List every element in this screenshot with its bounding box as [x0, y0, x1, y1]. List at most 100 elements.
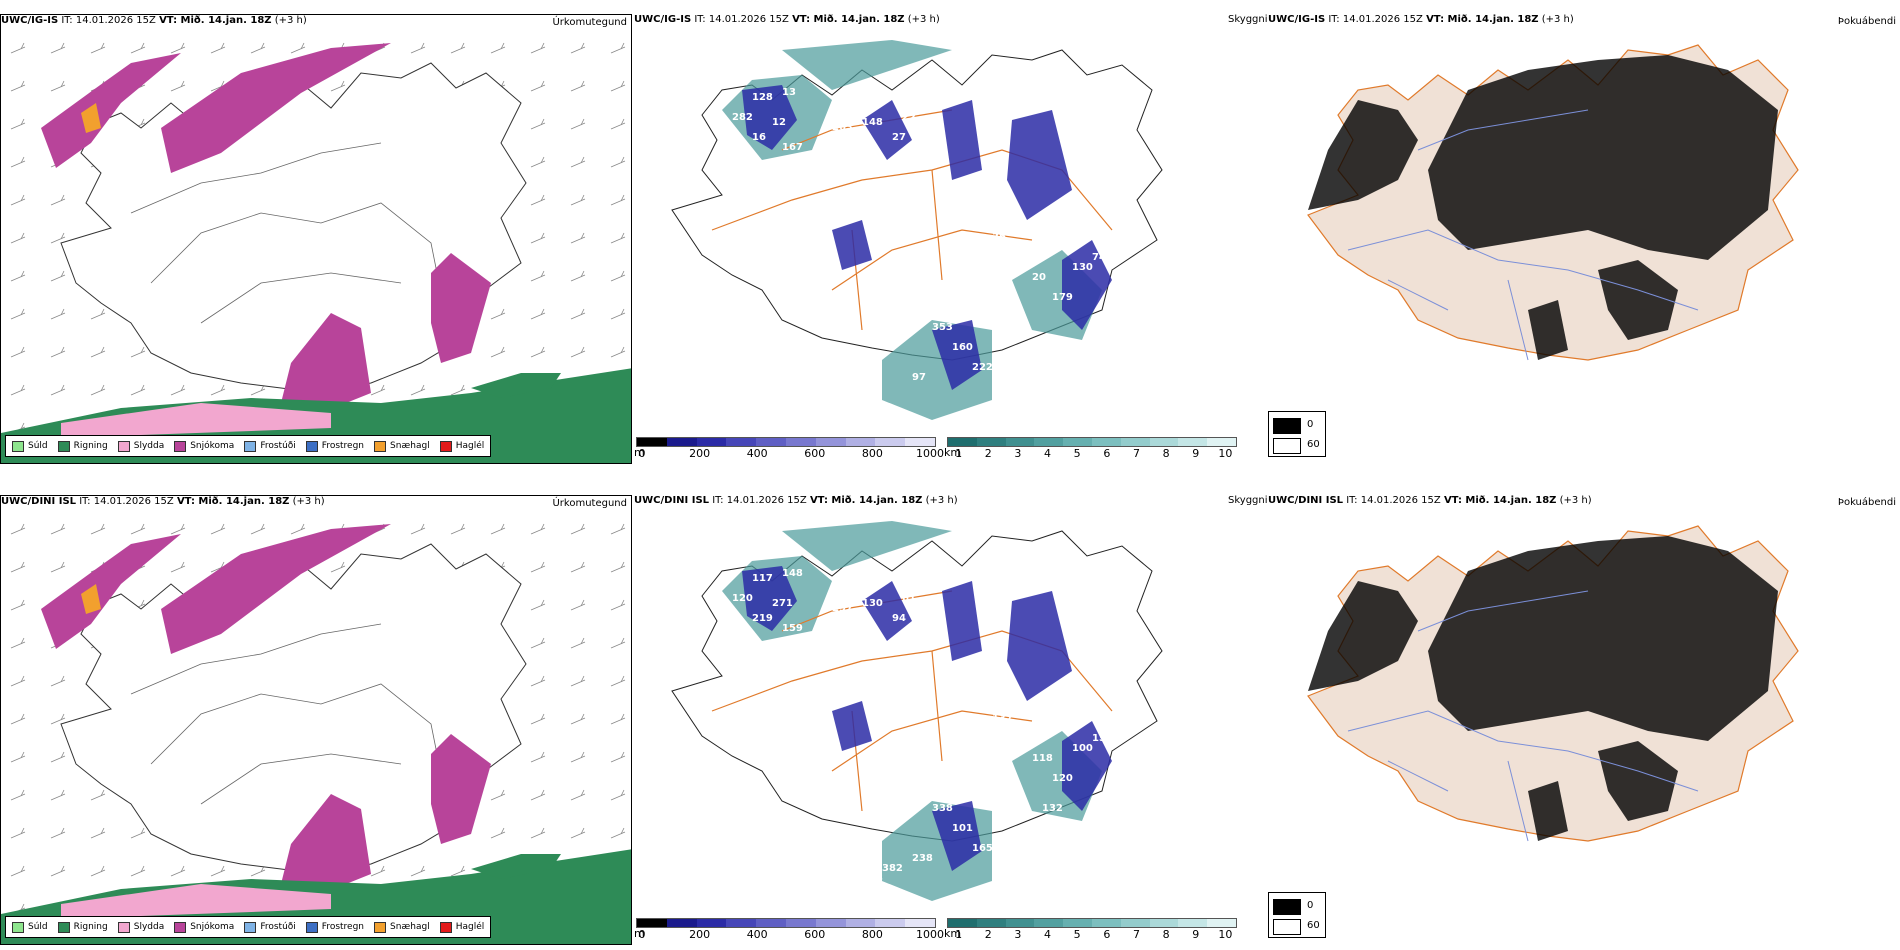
visibility-tick: 10 — [1218, 928, 1233, 941]
cloud-base-label: 222 — [972, 362, 993, 373]
wind-barb — [530, 637, 546, 649]
wind-barb — [570, 118, 586, 130]
visibility-tick: 8 — [1162, 928, 1170, 941]
cloud-base-label: 100 — [1072, 743, 1093, 754]
cloud-base-label: 353 — [932, 322, 953, 333]
cloud-base-label: 134 — [942, 673, 963, 684]
wind-barb — [10, 637, 26, 649]
cloud-base-label: 12 — [772, 117, 786, 128]
wind-barb — [50, 561, 66, 573]
cloud-base-areas — [742, 566, 1112, 871]
road-lines — [711, 590, 1113, 812]
cloud-base-tick: 200 — [689, 447, 711, 460]
issue-time: IT: 14.01.2026 15Z — [1346, 495, 1441, 506]
wind-barb — [290, 523, 306, 535]
wind-barb — [10, 384, 26, 396]
cloud-base-tick: 200 — [689, 928, 711, 941]
low-visibility-area — [782, 40, 952, 90]
legend-label: Rigning — [73, 922, 108, 932]
cloud-base-tick: 400 — [746, 928, 768, 941]
wind-barb — [10, 232, 26, 244]
cloud-base-label: 101 — [1012, 252, 1033, 263]
precip-type-legend: Súld Rigning Slydda Snjókoma Frostúði Frostre… — [5, 916, 492, 938]
cloud-base-area — [832, 701, 872, 751]
cloud-base-label: 21 — [797, 633, 811, 644]
wind-barb — [10, 156, 26, 168]
wind-barb — [530, 675, 546, 687]
wind-barb — [330, 80, 346, 92]
wind-barb — [50, 865, 66, 877]
cloud-base-label: 137 — [1012, 733, 1033, 744]
fog-legend-high: 0 — [1307, 419, 1314, 430]
legend-item: Slydda — [117, 440, 164, 452]
valid-time: VT: Mið. 14.jan. 18Z — [1443, 495, 1557, 506]
wind-barb — [50, 270, 66, 282]
legend-item: Rigning — [57, 440, 108, 452]
wind-barb — [530, 270, 546, 282]
fog-legend-dark-swatch — [1273, 418, 1301, 434]
cloud-base-areas — [742, 85, 1112, 390]
cloud-base-label: 148 — [782, 568, 803, 579]
fog-legend: 0 60 — [1268, 411, 1326, 457]
wind-barb — [570, 346, 586, 358]
model-name: UWC/DINI ISL — [1, 496, 77, 507]
fog-map — [1307, 44, 1799, 361]
wind-barb — [530, 308, 546, 320]
legend-label: Frostúði — [260, 441, 296, 451]
wind-barb — [530, 156, 546, 168]
valid-time: VT: Mið. 14.jan. 18Z — [159, 15, 272, 26]
visibility-panel: UWC/DINI ISL IT: 14.01.2026 15Z VT: Mið.… — [632, 495, 1268, 950]
wind-barb — [10, 194, 26, 206]
wind-barb — [370, 865, 386, 877]
fog-roads — [1347, 109, 1699, 361]
wind-barb — [370, 384, 386, 396]
cloud-base-label: 137 — [992, 713, 1013, 724]
wind-barb — [170, 80, 186, 92]
wind-barb — [90, 523, 106, 535]
wind-barb — [10, 561, 26, 573]
wind-barb — [50, 80, 66, 92]
fog-area — [1528, 781, 1568, 841]
cloud-base-label: 167 — [782, 142, 803, 153]
wind-barb — [570, 42, 586, 54]
visibility-tick: 9 — [1192, 447, 1200, 460]
panel-title-visibility: Skyggni — [1228, 14, 1268, 25]
cloud-base-label: 120 — [1052, 773, 1073, 784]
legend-swatch — [57, 921, 70, 933]
visibility-tick: 7 — [1132, 447, 1140, 460]
cloud-base-label: 219 — [752, 613, 773, 624]
wind-barb — [610, 118, 626, 130]
cloud-base-area — [932, 320, 982, 390]
fog-area — [1308, 581, 1418, 691]
legend-swatch — [117, 440, 130, 452]
wind-barb — [530, 789, 546, 801]
legend-item: Slydda — [117, 921, 164, 933]
fog-legend: 0 60 — [1268, 892, 1326, 938]
wind-barb — [570, 561, 586, 573]
wind-barb — [530, 751, 546, 763]
cloud-base-tick: 600 — [804, 928, 826, 941]
panel-header: UWC/DINI ISL IT: 14.01.2026 15Z VT: Mið.… — [1268, 495, 1900, 513]
wind-barb — [570, 270, 586, 282]
legend-swatch — [439, 921, 452, 933]
legend-swatch — [117, 921, 130, 933]
fog-legend-light-swatch — [1273, 438, 1301, 454]
visibility-unit: km — [944, 927, 962, 940]
wind-barb — [170, 523, 186, 535]
road-lines — [711, 109, 1113, 331]
visibility-tick: 2 — [984, 928, 992, 941]
snow-area — [41, 53, 181, 168]
cloud-base-tick: 800 — [861, 447, 883, 460]
cloud-base-area — [742, 566, 797, 631]
wind-barb — [50, 675, 66, 687]
cloud-base-label: 153 — [1092, 733, 1113, 744]
legend-item: Haglél — [439, 440, 484, 452]
visibility-tick: 6 — [1103, 928, 1111, 941]
visibility-tick: 9 — [1192, 928, 1200, 941]
lead-time: (+3 h) — [1559, 495, 1592, 506]
wind-barb — [90, 789, 106, 801]
legend-label: Snæhagl — [390, 922, 430, 932]
legend-item: Frostregn — [305, 921, 364, 933]
rain-area — [471, 373, 561, 398]
wind-barb — [490, 42, 506, 54]
